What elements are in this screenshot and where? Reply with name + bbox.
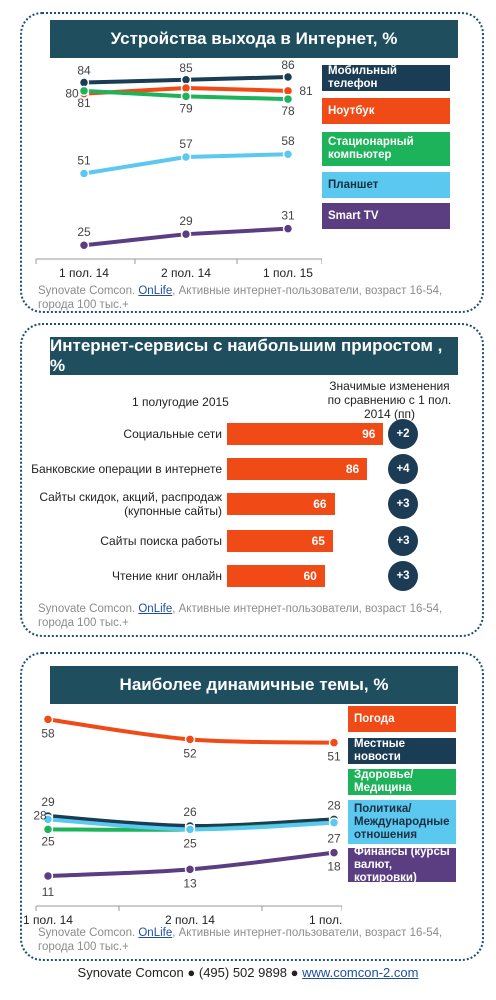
data-point: [180, 91, 192, 102]
change-header: Значимые изменения по сравнению с 1 пол.…: [327, 379, 452, 421]
data-point: [328, 737, 340, 748]
services-panel: Интернет-сервисы с наибольшим приростом …: [20, 323, 484, 637]
services-chart-title: Интернет-сервисы с наибольшим приростом …: [50, 336, 458, 375]
data-label: 26: [183, 805, 197, 819]
legend-item: Финансы (курсы валют, котировки): [348, 846, 456, 884]
data-label: 31: [281, 209, 295, 223]
footer-website-link[interactable]: www.comcon-2.com: [302, 965, 419, 980]
data-label: 29: [41, 795, 55, 809]
bar: 60: [227, 565, 325, 587]
data-point: [42, 870, 54, 882]
period-label: 1 полугодие 2015: [132, 395, 229, 409]
legend-item: Политика/ Международные отношения: [348, 800, 456, 844]
change-badge: +3: [388, 526, 418, 556]
category-label: Сайты скидок, акций, распродаж (купонные…: [39, 490, 222, 518]
data-point: [78, 85, 90, 97]
x-tick-label: 1 пол. 15: [263, 266, 313, 280]
data-label: 25: [77, 225, 91, 239]
legend-item: Планшет: [322, 172, 450, 198]
data-point: [184, 864, 196, 875]
data-point: [328, 817, 340, 828]
topics-line-chart: 1 пол. 14 2 пол. 14 1 пол. 15 58 52 51 29 26 28 2…: [23, 714, 342, 927]
data-label: 27: [327, 832, 341, 846]
data-label: 58: [281, 134, 295, 148]
data-point: [78, 239, 90, 251]
legend-item: Мобильный телефон: [322, 65, 450, 91]
data-point: [282, 93, 294, 105]
category-label: Чтение книг онлайн: [112, 569, 222, 583]
data-label: 52: [183, 746, 197, 760]
data-point: [184, 734, 196, 745]
legend-item: Smart TV: [322, 203, 450, 229]
data-label: 13: [183, 876, 197, 890]
data-point: [180, 228, 192, 240]
data-label: 80: [65, 87, 79, 101]
data-point: [282, 71, 294, 83]
source-note: Synovate Comcon. OnLife, Активные интерн…: [38, 285, 443, 311]
x-tick-label: 1 пол. 14: [59, 266, 109, 280]
data-label: 58: [41, 726, 55, 740]
legend-item: Местные новости: [348, 738, 456, 764]
bar: 65: [227, 530, 333, 552]
data-point: [282, 223, 294, 234]
data-label: 57: [179, 137, 193, 151]
data-label: 51: [327, 750, 341, 764]
data-label: 18: [327, 860, 341, 874]
bullet-icon: ●: [290, 965, 303, 980]
bar: 66: [227, 493, 335, 515]
change-badge: +4: [388, 454, 418, 484]
source-note: Synovate Comcon. OnLife, Активные интерн…: [38, 603, 443, 629]
footer: Synovate Comcon ● (495) 502 9898 ● www.c…: [0, 965, 496, 980]
data-point: [78, 168, 90, 179]
x-tick-label: 2 пол. 14: [161, 266, 211, 280]
data-label: 86: [281, 58, 295, 72]
data-point: [282, 148, 294, 160]
data-label: 28: [327, 798, 341, 812]
data-point: [180, 151, 192, 163]
x-tick-label: 1 пол. 14: [23, 913, 73, 927]
bar: 96: [227, 423, 384, 445]
legend-item: Ноутбук: [322, 98, 450, 124]
data-label: 11: [42, 885, 55, 899]
data-label: 85: [179, 61, 193, 75]
devices-chart-title: Устройства выхода в Интернет, %: [50, 20, 458, 58]
footer-company: Synovate Comcon: [77, 965, 184, 980]
x-tick-label: 1 пол. 15: [309, 913, 342, 927]
data-label: 81: [77, 96, 91, 110]
data-point: [42, 814, 54, 825]
category-label: Банковские операции в интернете: [31, 462, 222, 476]
category-label: Социальные сети: [123, 427, 222, 441]
data-label: 81: [299, 84, 313, 98]
data-point: [184, 824, 196, 835]
x-tick-label: 2 пол. 14: [165, 913, 215, 927]
change-badge: +3: [388, 561, 418, 591]
data-label: 28: [33, 808, 47, 822]
data-label: 84: [77, 64, 91, 78]
legend-item: Здоровье/ Медицина: [348, 769, 456, 795]
footer-phone: (495) 502 9898: [198, 965, 288, 980]
data-point: [42, 714, 54, 725]
topics-panel: Наиболее динамичные темы, % 1 пол. 14 2 п…: [20, 652, 484, 961]
data-label: 29: [179, 214, 193, 228]
data-label: 25: [183, 836, 197, 850]
bar: 86: [227, 458, 368, 480]
change-badge: +2: [388, 419, 418, 449]
legend-item: Стационарный компьютер: [322, 132, 450, 166]
devices-panel: Устройства выхода в Интернет, % 1 пол. 1…: [20, 12, 484, 313]
data-label: 79: [179, 101, 193, 115]
bullet-icon: ●: [187, 965, 199, 980]
data-point: [42, 824, 54, 835]
category-label: Сайты поиска работы: [100, 534, 222, 548]
change-badge: +3: [388, 489, 418, 519]
data-label: 78: [281, 104, 295, 118]
data-point: [328, 847, 340, 858]
data-label: 51: [77, 154, 91, 168]
source-note: Synovate Comcon. OnLife, Активные интерн…: [38, 927, 443, 953]
legend-item: Погода: [348, 706, 456, 732]
topics-chart-title: Наиболее динамичные темы, %: [50, 666, 458, 704]
data-label: 25: [41, 834, 55, 848]
